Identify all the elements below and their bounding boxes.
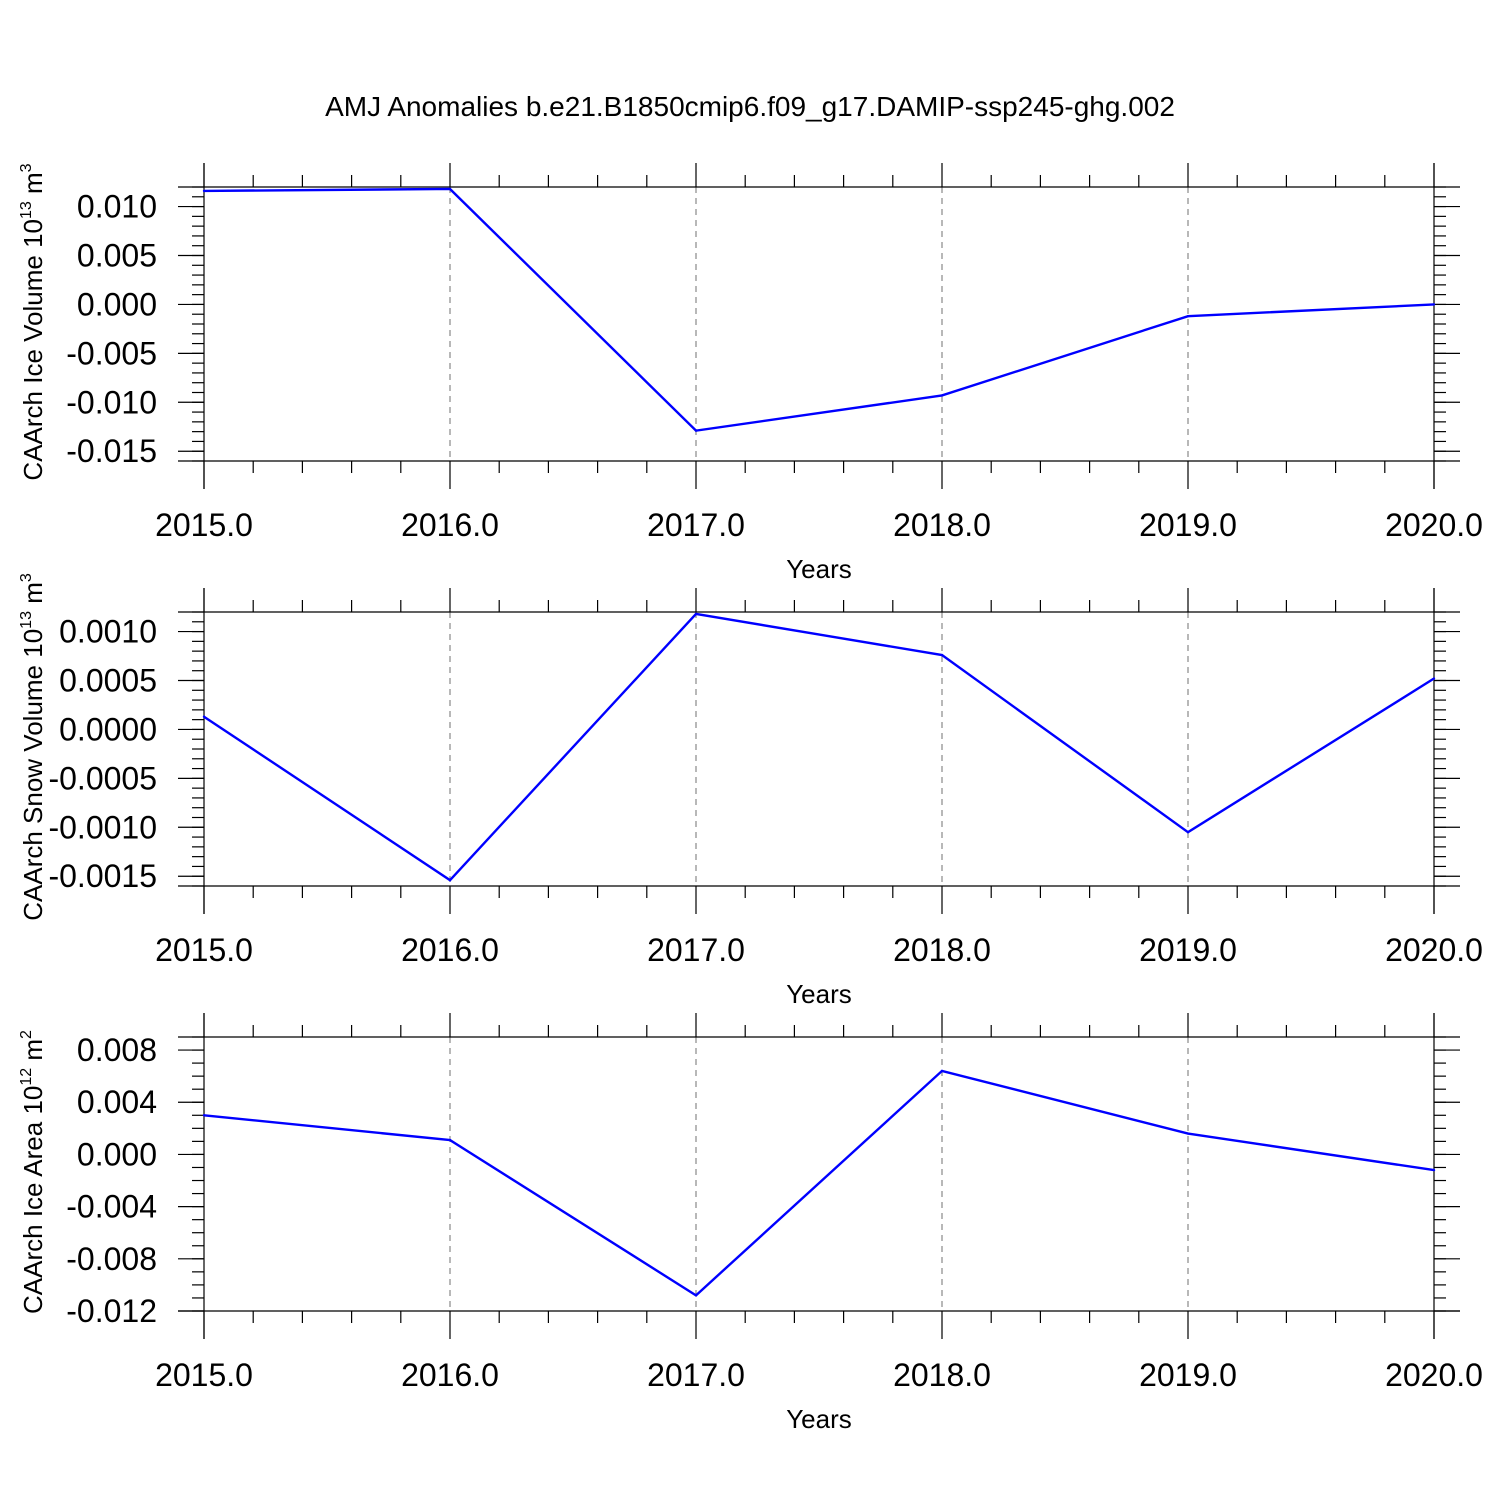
y-tick-label: -0.008	[66, 1241, 157, 1277]
data-point	[1432, 303, 1436, 306]
x-tick-label: 2016.0	[401, 932, 499, 968]
y-tick-label: 0.000	[77, 286, 157, 322]
data-point	[940, 394, 944, 397]
x-tick-label: 2020.0	[1385, 507, 1483, 543]
y-tick-label: -0.0005	[48, 760, 157, 796]
x-tick-label: 2019.0	[1139, 507, 1237, 543]
y-tick-label: -0.0010	[48, 809, 157, 845]
data-point	[694, 1294, 698, 1297]
y-tick-label: -0.012	[66, 1293, 157, 1329]
x-tick-label: 2018.0	[893, 1357, 991, 1393]
x-tick-label: 2017.0	[647, 507, 745, 543]
panel-1: 2015.0 2016.0 2017.0 2018.0 2019.0 2020.0 0.01…	[18, 163, 1483, 584]
y-tick-label: 0.008	[77, 1032, 157, 1068]
x-axis-title: Years	[786, 979, 852, 1009]
y-axis-title-unit-exponent: 2	[18, 1030, 35, 1039]
y-axis-title-text: CAArch Ice Area 10	[18, 1086, 48, 1314]
data-point	[202, 715, 206, 718]
x-tick-label: 2016.0	[401, 1357, 499, 1393]
x-tick-label: 2020.0	[1385, 1357, 1483, 1393]
x-tick-label: 2017.0	[647, 932, 745, 968]
y-tick-label: 0.0005	[59, 663, 157, 699]
y-axis-title-text: CAArch Snow Volume 10	[18, 629, 48, 921]
data-point	[448, 878, 452, 882]
data-point	[448, 1138, 452, 1142]
y-tick-label: -0.010	[66, 384, 157, 420]
series-line	[203, 187, 1435, 432]
y-tick-label: 0.0010	[59, 614, 157, 650]
data-point	[694, 429, 698, 432]
y-tick-label: 0.004	[77, 1084, 157, 1120]
series-line	[203, 1069, 1435, 1297]
x-tick-label: 2019.0	[1139, 1357, 1237, 1393]
data-point	[694, 612, 698, 616]
y-axis-title-unit-exponent: 3	[18, 573, 35, 582]
y-axis-title: CAArch Snow Volume 1013 m3	[18, 573, 48, 921]
data-point	[1432, 677, 1436, 680]
data-point	[202, 1114, 206, 1117]
series-line	[203, 612, 1435, 882]
x-tick-label: 2015.0	[155, 1357, 253, 1393]
y-tick-label: 0.000	[77, 1136, 157, 1172]
data-point	[1186, 314, 1190, 318]
x-tick-label: 2017.0	[647, 1357, 745, 1393]
y-tick-label: 0.010	[77, 189, 157, 225]
x-tick-label: 2016.0	[401, 507, 499, 543]
y-axis-title-unit: m	[18, 1039, 48, 1068]
y-axis-title-text: CAArch Ice Volume 10	[18, 219, 48, 481]
y-axis-title: CAArch Ice Volume 1013 m3	[18, 163, 48, 480]
y-tick-label: -0.004	[66, 1189, 157, 1225]
y-axis-title-exponent: 13	[18, 611, 35, 629]
y-tick-label: -0.005	[66, 335, 157, 371]
panel-2: 2015.0 2016.0 2017.0 2018.0 2019.0 2020.0 0.00…	[18, 573, 1483, 1009]
y-tick-label: -0.015	[66, 433, 157, 469]
y-tick-label: 0.0000	[59, 711, 157, 747]
x-tick-label: 2020.0	[1385, 932, 1483, 968]
y-axis-title: CAArch Ice Area 1012 m2	[18, 1030, 48, 1314]
y-tick-label: -0.0015	[48, 858, 157, 894]
panels: 2015.0 2016.0 2017.0 2018.0 2019.0 2020.0 0.01…	[18, 163, 1483, 1434]
data-point	[202, 189, 206, 193]
data-point	[1432, 1168, 1436, 1172]
x-axis-title: Years	[786, 554, 852, 584]
x-axis-title: Years	[786, 1404, 852, 1434]
data-point	[940, 1069, 944, 1073]
data-point	[940, 653, 944, 657]
y-axis-title-exponent: 13	[18, 201, 35, 219]
y-tick-label: 0.005	[77, 238, 157, 274]
data-point	[448, 187, 452, 191]
y-axis-title-unit-exponent: 3	[18, 163, 35, 172]
data-point	[1186, 1132, 1190, 1135]
y-axis-title-unit: m	[18, 172, 48, 201]
y-axis-title-exponent: 12	[18, 1068, 35, 1086]
x-tick-label: 2015.0	[155, 507, 253, 543]
x-tick-label: 2019.0	[1139, 932, 1237, 968]
x-tick-label: 2018.0	[893, 932, 991, 968]
x-tick-label: 2018.0	[893, 507, 991, 543]
panel-3: 2015.0 2016.0 2017.0 2018.0 2019.0 2020.0 0.00…	[18, 1013, 1483, 1434]
data-point	[1186, 830, 1190, 834]
chart-title: AMJ Anomalies b.e21.B1850cmip6.f09_g17.D…	[325, 91, 1175, 122]
x-tick-label: 2015.0	[155, 932, 253, 968]
y-axis-title-unit: m	[18, 582, 48, 611]
